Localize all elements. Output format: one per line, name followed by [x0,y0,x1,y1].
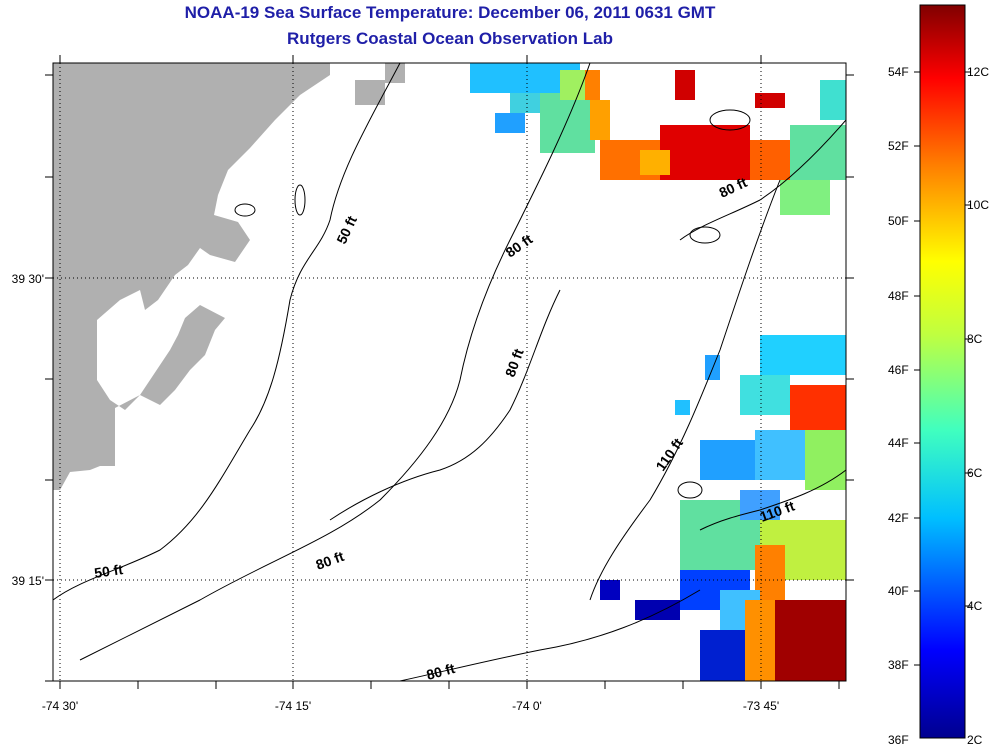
lon-label-3: -74 0' [512,699,542,713]
colorbar-c-label: 8C [967,332,983,346]
colorbar-f-label: 48F [888,289,909,303]
colorbar-f-label: 40F [888,584,909,598]
colorbar-f-label: 38F [888,658,909,672]
colorbar-f-label: 46F [888,363,909,377]
contour-80ft-mid [329,289,561,521]
lat-label-1: 39 30' [12,272,44,286]
colorbar-c-label: 10C [967,198,990,212]
colorbar-c-label: 2C [967,733,983,747]
contour-110ft-east [699,469,846,531]
colorbar-c-label: 6C [967,466,983,480]
colorbar-f-label: 42F [888,511,909,525]
contour-50ft [53,63,401,601]
colorbar-f-label: 52F [888,139,909,153]
contour-80ft-south [399,589,701,681]
sst-cluster-east [600,335,846,681]
contour-80ft-north [79,63,591,661]
colorbar-c-label: 12C [967,65,990,79]
colorbar-f-label: 54F [888,65,909,79]
colorbar-f-label: 36F [888,733,909,747]
colorbar-f-label: 50F [888,214,909,228]
lon-label-1: -74 30' [42,699,78,713]
contour-label: 80 ft [425,660,457,683]
title-line-1: NOAA-19 Sea Surface Temperature: Decembe… [184,3,716,22]
depth-contours [53,63,846,681]
colorbar-c-label: 4C [967,599,983,613]
contour-110ft [589,179,781,601]
colorbar-f-label: 44F [888,436,909,450]
land-mass [53,63,330,490]
grid-lines [53,63,846,681]
lat-label-2: 39 15' [12,574,44,588]
land-patch [355,80,385,105]
colorbar [919,4,966,739]
title-line-2: Rutgers Coastal Ocean Observation Lab [287,29,613,48]
axis-ticks [45,55,854,689]
lon-label-2: -74 15' [275,699,311,713]
contour-label: 50 ft [93,561,124,581]
colorbar-ticks [914,71,971,666]
lon-label-4: -73 45' [743,699,779,713]
